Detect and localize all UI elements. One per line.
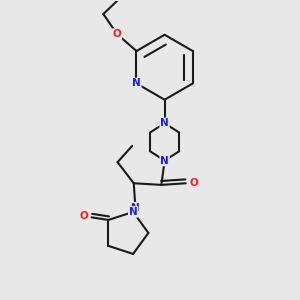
Text: N: N: [129, 207, 137, 217]
Text: O: O: [79, 212, 88, 221]
Text: N: N: [131, 202, 140, 213]
Text: N: N: [160, 118, 169, 128]
Text: N: N: [132, 79, 141, 88]
Text: O: O: [112, 29, 122, 39]
Text: O: O: [189, 178, 198, 188]
Text: N: N: [160, 155, 169, 166]
